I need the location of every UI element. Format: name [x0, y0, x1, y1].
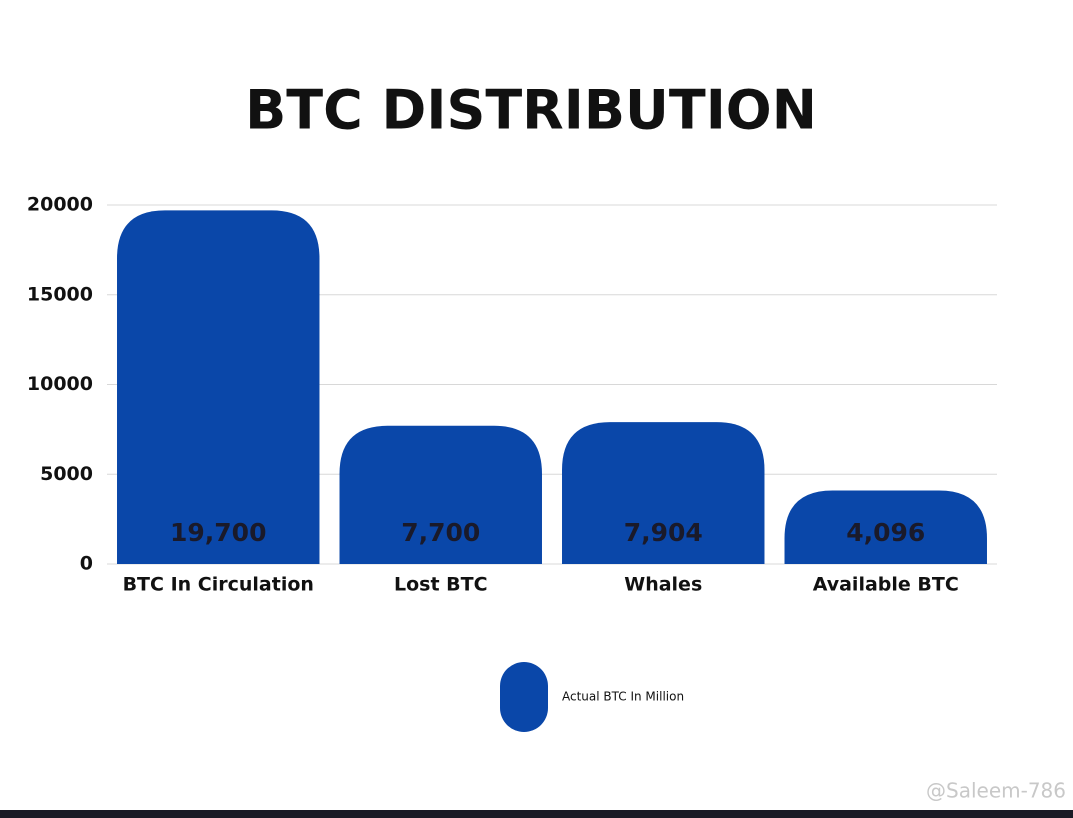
value-label: 4,096: [846, 518, 925, 547]
legend-swatch: [500, 662, 548, 732]
legend-label: Actual BTC In Million: [562, 690, 684, 704]
y-tick-label: 15000: [27, 283, 93, 305]
x-tick-label: Whales: [624, 574, 702, 596]
bottom-bar: [0, 810, 1073, 818]
bar: [117, 210, 320, 564]
y-tick-label: 5000: [40, 463, 93, 485]
bar: [339, 425, 542, 564]
value-label: 7,700: [401, 518, 480, 547]
bar: [784, 490, 987, 564]
watermark: @Saleem-786: [926, 779, 1066, 803]
bar: [562, 422, 765, 564]
chart-title: BTC DISTRIBUTION: [245, 79, 817, 142]
value-label: 7,904: [624, 518, 703, 547]
value-label: 19,700: [170, 518, 266, 547]
y-tick-label: 10000: [27, 373, 93, 395]
x-tick-label: Available BTC: [813, 574, 959, 596]
x-tick-label: Lost BTC: [394, 574, 488, 596]
y-tick-label: 0: [80, 553, 93, 575]
x-tick-label: BTC In Circulation: [123, 574, 314, 596]
y-tick-label: 20000: [27, 194, 93, 216]
